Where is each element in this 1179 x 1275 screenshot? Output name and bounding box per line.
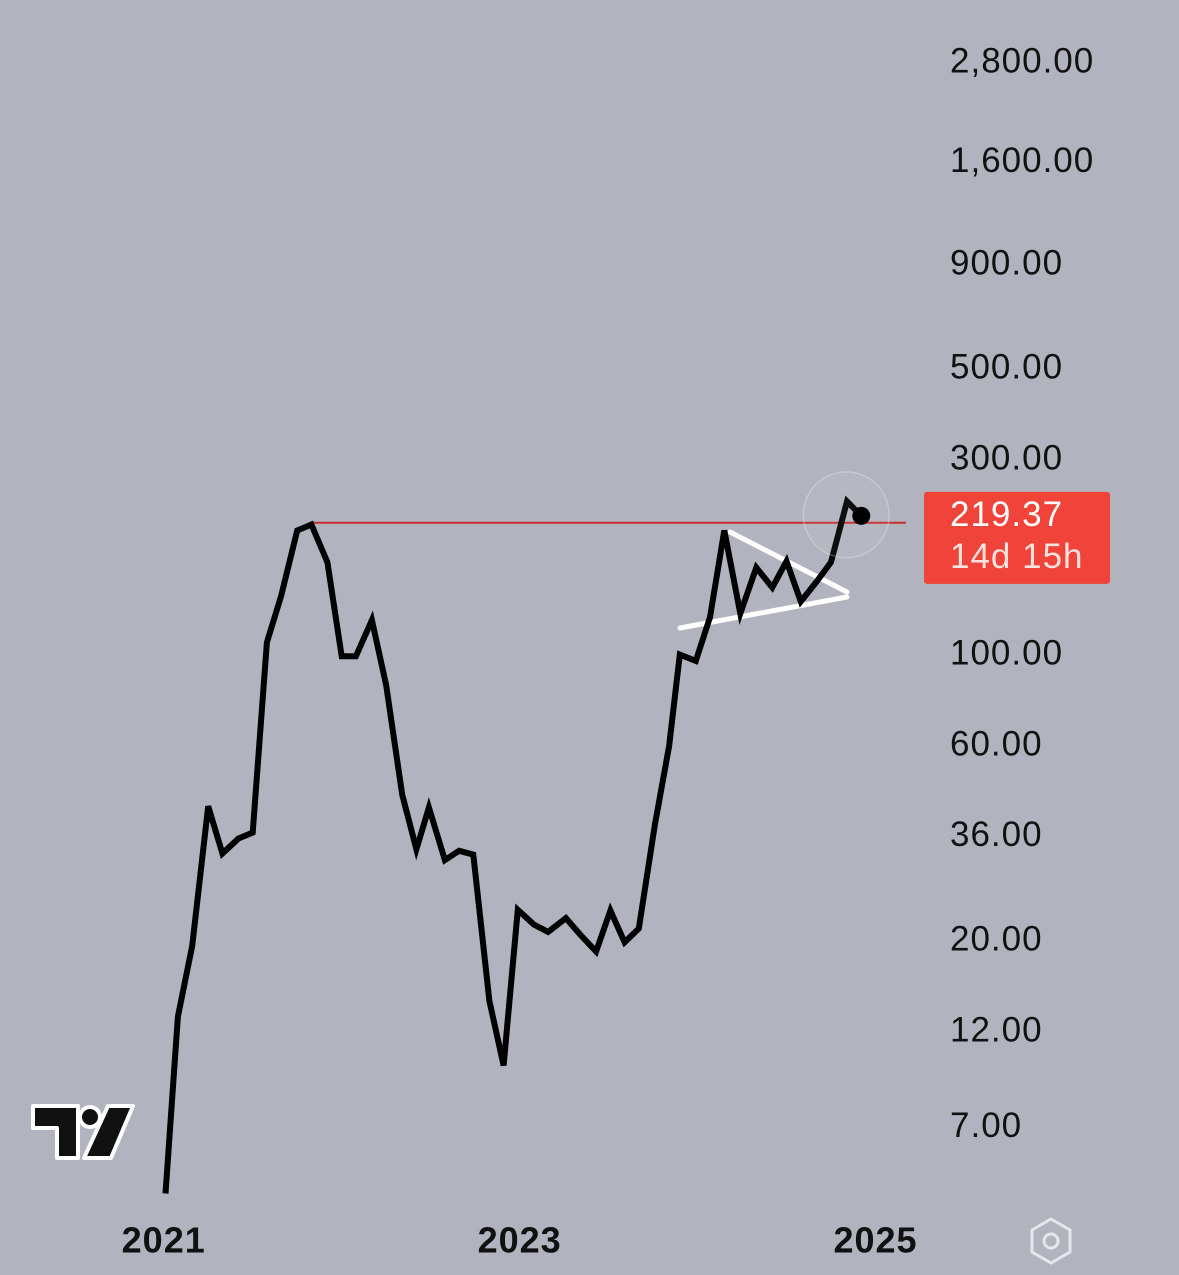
plot-area [162,495,864,1194]
x-tick-label: 2021 [122,1220,206,1261]
last-price-point [852,506,871,525]
x-tick-label: 2023 [478,1220,562,1261]
y-tick-label: 36.00 [950,815,1043,854]
y-tick-label: 900.00 [950,243,1063,282]
settings-button[interactable] [1030,1217,1072,1265]
y-tick-label: 20.00 [950,920,1043,959]
y-tick-label: 2,800.00 [950,42,1094,81]
y-tick-label: 7.00 [950,1106,1022,1145]
x-tick-label: 2025 [833,1220,917,1261]
countdown-label: 14d 15h [950,537,1084,576]
y-tick-label: 1,600.00 [950,141,1094,180]
last-price-highlight [802,471,891,559]
price-label-box [924,491,1110,584]
y-tick-label: 100.00 [950,634,1063,673]
y-tick-label: 500.00 [950,348,1063,387]
y-tick-label: 60.00 [950,724,1043,763]
price-line [162,495,864,1194]
last-price-label: 219.37 [950,495,1063,534]
y-tick-label: 300.00 [950,438,1063,477]
y-tick-label: 12.00 [950,1010,1043,1049]
logo [31,1104,135,1160]
